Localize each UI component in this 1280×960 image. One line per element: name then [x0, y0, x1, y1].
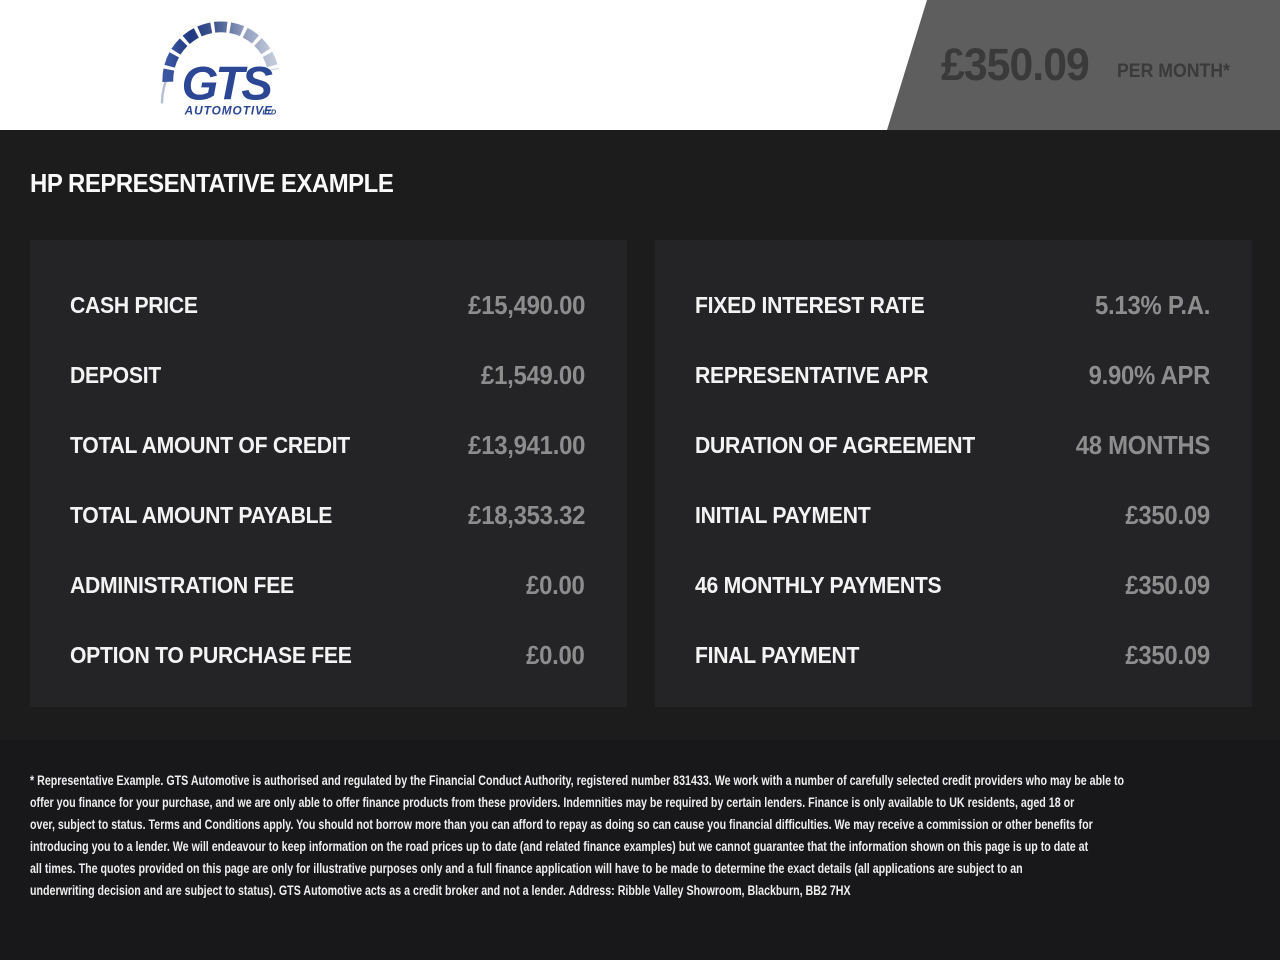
row-label: CASH PRICE [70, 291, 198, 318]
monthly-price: £350.09 [940, 39, 1090, 90]
finance-row: CASH PRICE £15,490.00 [70, 270, 585, 340]
logo-subtext: AUTOMOTIVE [184, 103, 273, 117]
row-label: REPRESENTATIVE APR [695, 361, 929, 388]
speedometer-logo-icon: GTS AUTOMOTIVE LTD [160, 21, 279, 117]
row-value: £1,549.00 [481, 359, 585, 390]
row-label: TOTAL AMOUNT OF CREDIT [70, 431, 350, 458]
row-value: £350.09 [1125, 569, 1210, 600]
row-label: DURATION OF AGREEMENT [695, 431, 975, 458]
per-month-label: PER MONTH* [1116, 61, 1230, 82]
finance-panel-right: FIXED INTEREST RATE 5.13% P.A. REPRESENT… [655, 240, 1252, 707]
finance-row: ADMINISTRATION FEE £0.00 [70, 550, 585, 620]
main-content: HP REPRESENTATIVE EXAMPLE CASH PRICE £15… [0, 130, 1280, 740]
disclaimer-line: over, subject to status. Terms and Condi… [30, 817, 1093, 832]
disclaimer-line: offer you finance for your purchase, and… [30, 795, 1075, 810]
finance-row: FINAL PAYMENT £350.09 [695, 620, 1210, 690]
speedometer-arc [162, 21, 279, 82]
row-label: FIXED INTEREST RATE [695, 291, 925, 318]
row-label: 46 MONTHLY PAYMENTS [695, 571, 942, 598]
row-value: £350.09 [1125, 639, 1210, 670]
row-value: £350.09 [1125, 499, 1210, 530]
disclaimer-line: all times. The quotes provided on this p… [30, 861, 1023, 876]
row-label: INITIAL PAYMENT [695, 501, 871, 528]
price-banner-content: £350.09 PER MONTH* [941, 0, 1238, 130]
row-value: 48 MONTHS [1075, 429, 1211, 460]
row-value: £0.00 [526, 569, 586, 600]
price-banner: £350.09 PER MONTH* [887, 0, 1280, 130]
row-label: OPTION TO PURCHASE FEE [70, 641, 352, 668]
logo-ltd-text: LTD [262, 107, 276, 116]
disclaimer-line: underwriting decision and are subject to… [30, 883, 851, 898]
row-value: 9.90% APR [1088, 359, 1210, 390]
row-value: £18,353.32 [468, 499, 585, 530]
finance-row: TOTAL AMOUNT PAYABLE £18,353.32 [70, 480, 585, 550]
footer: * Representative Example. GTS Automotive… [0, 740, 1280, 960]
disclaimer-line: introducing you to a lender. We will end… [30, 839, 1089, 854]
row-label: FINAL PAYMENT [695, 641, 860, 668]
header: GTS AUTOMOTIVE LTD £350.09 PER MONTH* [0, 0, 1280, 130]
row-value: £15,490.00 [468, 289, 585, 320]
row-value: £0.00 [526, 639, 586, 670]
finance-row: 46 MONTHLY PAYMENTS £350.09 [695, 550, 1210, 620]
finance-row: OPTION TO PURCHASE FEE £0.00 [70, 620, 585, 690]
row-value: 5.13% P.A. [1094, 289, 1210, 320]
finance-panel-left: CASH PRICE £15,490.00 DEPOSIT £1,549.00 … [30, 240, 627, 707]
finance-row: REPRESENTATIVE APR 9.90% APR [695, 340, 1210, 410]
finance-row: DURATION OF AGREEMENT 48 MONTHS [695, 410, 1210, 480]
page-title: HP REPRESENTATIVE EXAMPLE [30, 168, 394, 198]
row-label: TOTAL AMOUNT PAYABLE [70, 501, 333, 528]
finance-row: TOTAL AMOUNT OF CREDIT £13,941.00 [70, 410, 585, 480]
finance-row: INITIAL PAYMENT £350.09 [695, 480, 1210, 550]
footer-disclaimer: * Representative Example. GTS Automotive… [30, 770, 1230, 902]
row-value: £13,941.00 [468, 429, 585, 460]
logo-text: GTS [182, 58, 274, 111]
row-label: DEPOSIT [70, 361, 161, 388]
finance-row: FIXED INTEREST RATE 5.13% P.A. [695, 270, 1210, 340]
finance-row: DEPOSIT £1,549.00 [70, 340, 585, 410]
disclaimer-line: * Representative Example. GTS Automotive… [30, 773, 1125, 788]
gts-automotive-logo[interactable]: GTS AUTOMOTIVE LTD [158, 20, 286, 120]
row-label: ADMINISTRATION FEE [70, 571, 294, 598]
